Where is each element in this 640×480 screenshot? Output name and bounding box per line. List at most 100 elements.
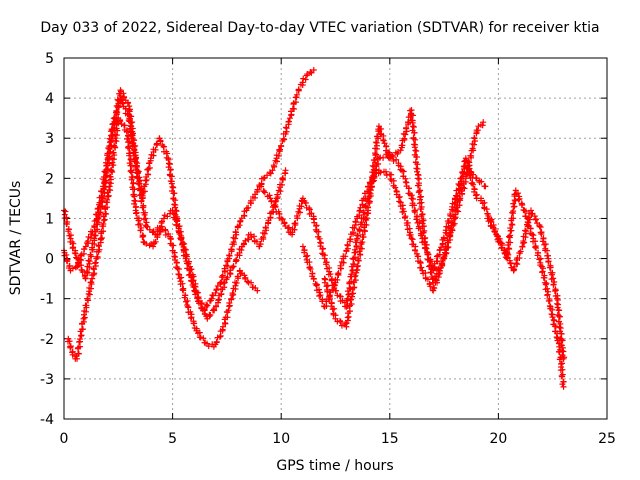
data-point-interp (319, 245, 326, 252)
x-tick-label: 20 (489, 431, 507, 447)
data-point-interp (67, 344, 74, 351)
data-point-interp (507, 259, 514, 266)
data-point-interp (415, 189, 422, 196)
data-point-interp (555, 306, 562, 313)
data-point (527, 207, 534, 214)
data-point-interp (154, 140, 161, 147)
data-point (184, 303, 191, 310)
data-point-interp (283, 125, 290, 132)
data-point-interp (351, 284, 358, 291)
data-point-interp (471, 135, 478, 142)
data-point-interp (285, 118, 292, 125)
data-point-interp (424, 251, 431, 258)
data-point-interp (236, 222, 243, 229)
data-point-interp (113, 125, 120, 132)
data-point-interp (367, 180, 374, 187)
data-point-interp (344, 295, 351, 302)
data-point-interp (95, 243, 102, 250)
data-point-interp (87, 251, 94, 258)
data-point-interp (415, 182, 422, 189)
data-point-interp (145, 171, 152, 178)
data-point-interp (504, 254, 511, 261)
data-point-interp (499, 242, 506, 249)
data-point (286, 115, 293, 122)
data-point-interp (402, 178, 409, 185)
data-point-interp (99, 234, 106, 241)
data-point-interp (66, 338, 73, 345)
data-point-interp (393, 156, 400, 163)
data-point-interp (108, 167, 115, 174)
data-point-interp (175, 227, 182, 234)
data-point-interp (89, 229, 96, 236)
data-point-interp (140, 233, 147, 240)
data-point-interp (355, 255, 362, 262)
x-tick-label: 0 (60, 431, 69, 447)
data-point-interp (260, 188, 267, 195)
data-point-interp (365, 198, 372, 205)
data-point-interp (555, 313, 562, 320)
data-point-interp (539, 238, 546, 245)
data-point-interp (517, 248, 524, 255)
data-point-interp (170, 184, 177, 191)
data-point-interp (245, 204, 252, 211)
data-point (269, 167, 276, 174)
data-point-interp (292, 94, 299, 101)
data-point-interp (452, 204, 459, 211)
data-point-interp (190, 320, 197, 327)
data-point-interp (272, 204, 279, 211)
data-point-interp (407, 231, 414, 238)
data-point-interp (515, 196, 522, 203)
data-point-interp (254, 186, 261, 193)
data-point-interp (559, 337, 566, 344)
data-point-interp (94, 253, 101, 260)
data-point-interp (447, 211, 454, 218)
data-point-interp (389, 153, 396, 160)
data-point-interp (301, 249, 308, 256)
data-point (158, 223, 165, 230)
data-point (484, 215, 491, 222)
data-point-interp (411, 141, 418, 148)
data-point (560, 383, 567, 390)
data-point-interp (299, 79, 306, 86)
data-point-interp (328, 277, 335, 284)
data-point-interp (238, 247, 245, 254)
data-point-interp (104, 204, 111, 211)
data-point-interp (373, 139, 380, 146)
data-point-interp (182, 246, 189, 253)
data-point-interp (203, 301, 210, 308)
data-point-interp (205, 343, 212, 350)
data-point-interp (129, 119, 136, 126)
data-point-interp (364, 204, 371, 211)
data-point (169, 207, 176, 214)
data-point-interp (356, 208, 363, 215)
data-point-interp (558, 330, 565, 337)
data-point (397, 147, 404, 154)
data-marks (61, 67, 568, 390)
data-point-interp (337, 317, 344, 324)
data-point (299, 243, 306, 250)
data-point-interp (437, 264, 444, 271)
data-point-interp (173, 259, 180, 266)
y-tick-label: 3 (45, 131, 54, 147)
data-point-interp (366, 186, 373, 193)
data-point-interp (244, 278, 251, 285)
data-point-interp (331, 305, 338, 312)
data-point-interp (187, 266, 194, 273)
data-point-interp (313, 222, 320, 229)
data-point-interp (105, 156, 112, 163)
data-point-interp (64, 258, 71, 265)
data-point-interp (146, 226, 153, 233)
data-point (480, 119, 487, 126)
data-point-interp (323, 261, 330, 268)
data-point-interp (324, 282, 331, 289)
data-point-interp (98, 188, 105, 195)
data-point (536, 223, 543, 230)
data-point-interp (215, 297, 222, 304)
data-point-interp (302, 199, 309, 206)
data-point-interp (126, 118, 133, 125)
data-point-interp (438, 260, 445, 267)
data-point-interp (153, 141, 160, 148)
data-point-interp (356, 226, 363, 233)
data-point-interp (352, 219, 359, 226)
data-point-interp (413, 148, 420, 155)
